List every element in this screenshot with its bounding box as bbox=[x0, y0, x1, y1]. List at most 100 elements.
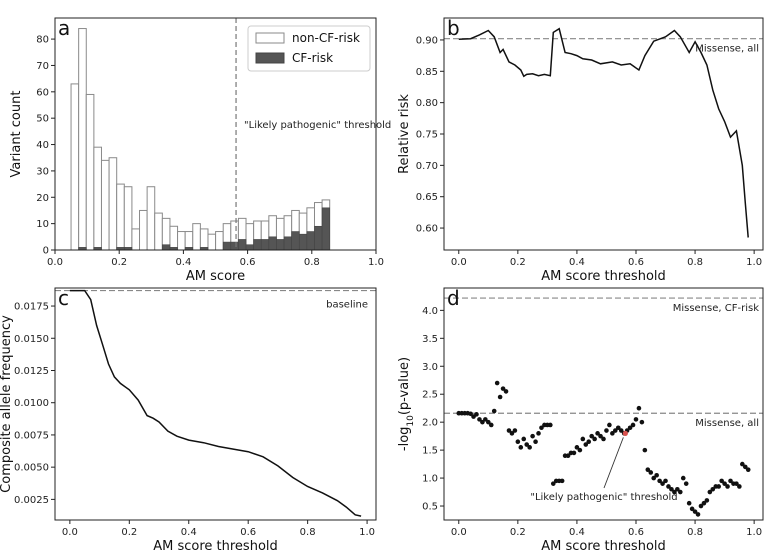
y-axis-label: Variant count bbox=[9, 91, 24, 178]
y-tick-label: 0 bbox=[43, 246, 49, 257]
scatter-point bbox=[574, 445, 580, 450]
bar-non-cf-risk bbox=[146, 186, 156, 251]
x-tick-label: 0.6 bbox=[240, 257, 256, 268]
y-tick-label: 0.0100 bbox=[14, 398, 49, 409]
bar-cf-risk bbox=[306, 231, 315, 251]
y-tick-label: 20 bbox=[36, 193, 49, 204]
panel-d: Missense, CF-risk Missense, all "Likely pa… bbox=[397, 286, 764, 554]
scatter-point bbox=[512, 428, 518, 433]
scatter-point bbox=[642, 447, 648, 453]
scatter-point bbox=[701, 500, 707, 506]
y-tick-label: 0.5 bbox=[422, 502, 438, 513]
scatter-point bbox=[725, 484, 730, 489]
threshold-point bbox=[622, 430, 628, 436]
x-tick-label: 0.0 bbox=[451, 257, 467, 268]
legend-label-cf-risk: CF-risk bbox=[292, 51, 333, 65]
bar-non-cf-risk bbox=[78, 28, 87, 251]
scatter-point bbox=[598, 433, 603, 439]
scatter-point bbox=[630, 422, 636, 428]
y-axis-label: -log10(p-value) bbox=[397, 357, 416, 451]
scatter-point bbox=[654, 472, 659, 478]
scatter-point bbox=[494, 380, 500, 386]
scatter-point bbox=[636, 405, 642, 411]
panel-letter: b bbox=[447, 16, 460, 40]
bar-non-cf-risk bbox=[199, 228, 209, 251]
bar-non-cf-risk bbox=[116, 183, 125, 251]
x-tick-label: 0.4 bbox=[569, 257, 585, 268]
bar-non-cf-risk bbox=[123, 186, 133, 251]
bar-non-cf-risk bbox=[207, 233, 217, 251]
scatter-point bbox=[497, 394, 503, 400]
scatter-point bbox=[698, 503, 704, 509]
y-tick-label: 0.75 bbox=[416, 130, 438, 141]
y-axis-label: Relative risk bbox=[397, 94, 412, 174]
scatter-point bbox=[536, 431, 541, 436]
x-tick-label: 1.0 bbox=[746, 257, 762, 268]
scatter-point bbox=[480, 419, 485, 425]
legend-swatch-non-cf-risk bbox=[255, 32, 285, 44]
scatter-point bbox=[527, 445, 532, 450]
y-tick-label: 4.0 bbox=[422, 306, 438, 317]
bar-non-cf-risk bbox=[192, 223, 201, 251]
y-tick-label: 1.0 bbox=[422, 474, 438, 485]
scatter-point bbox=[666, 484, 671, 489]
y-tick-label: 0.70 bbox=[416, 161, 438, 172]
y-tick-label: 40 bbox=[36, 140, 49, 151]
x-tick-label: 0.8 bbox=[687, 527, 703, 538]
scatter-point bbox=[740, 461, 745, 467]
scatter-point bbox=[680, 475, 686, 481]
x-axis-label: AM score bbox=[186, 269, 245, 284]
scatter-point bbox=[533, 439, 538, 445]
bar-non-cf-risk bbox=[100, 159, 110, 251]
scatter-point bbox=[645, 467, 651, 472]
bar-non-cf-risk bbox=[215, 231, 224, 251]
scatter-point bbox=[618, 428, 624, 433]
y-tick-label: 0.85 bbox=[416, 67, 438, 78]
scatter-point bbox=[524, 442, 530, 447]
scatter-point bbox=[613, 428, 618, 433]
bar-cf-risk bbox=[314, 225, 323, 251]
scatter-point bbox=[488, 422, 494, 428]
x-tick-label: 0.6 bbox=[240, 527, 256, 538]
y-tick-label: 0.0025 bbox=[14, 495, 49, 506]
scatter-point bbox=[548, 422, 553, 428]
scatter-point bbox=[518, 445, 524, 450]
x-tick-label: 1.0 bbox=[746, 527, 762, 538]
baseline-label: baseline bbox=[326, 300, 368, 311]
scatter-point bbox=[651, 475, 657, 481]
scatter-point bbox=[521, 436, 527, 442]
panel-letter: c bbox=[58, 286, 69, 310]
scatter-point bbox=[509, 431, 515, 436]
scatter-point bbox=[604, 428, 609, 433]
scatter-point bbox=[710, 486, 716, 492]
scatter-point bbox=[571, 450, 577, 456]
plot-frame-c bbox=[54, 287, 377, 521]
y-tick-label: 1.5 bbox=[422, 446, 438, 457]
y-axis-label: Composite allele frequency bbox=[0, 315, 14, 493]
scatter-point bbox=[550, 481, 556, 486]
x-tick-label: 0.0 bbox=[47, 257, 63, 268]
bar-cf-risk bbox=[321, 207, 331, 251]
relative-risk-line bbox=[458, 27, 749, 238]
scatter-point bbox=[719, 478, 724, 484]
y-tick-label: 0.0175 bbox=[14, 302, 49, 313]
scatter-point bbox=[675, 486, 680, 492]
bar-cf-risk bbox=[276, 239, 285, 251]
scatter-point bbox=[506, 428, 512, 433]
baseline-label-all: Missense, all bbox=[695, 418, 759, 429]
y-tick-label: 0.60 bbox=[416, 224, 438, 235]
bar-cf-risk bbox=[253, 239, 262, 251]
scatter-point bbox=[595, 431, 600, 436]
scatter-point bbox=[660, 481, 665, 486]
bar-non-cf-risk bbox=[177, 231, 186, 251]
x-axis-label: AM score threshold bbox=[541, 539, 666, 554]
y-tick-label: 0.65 bbox=[416, 192, 438, 203]
panel-a: "Likely pathogenic" threshold non-CF-risk… bbox=[9, 16, 391, 284]
scatter-point bbox=[592, 436, 597, 442]
scatter-point bbox=[695, 512, 701, 517]
panel-letter: a bbox=[58, 16, 70, 40]
x-tick-label: 0.8 bbox=[687, 257, 703, 268]
scatter-point bbox=[610, 431, 615, 436]
y-tick-label: 2.5 bbox=[422, 390, 438, 401]
scatter-point bbox=[474, 412, 479, 417]
